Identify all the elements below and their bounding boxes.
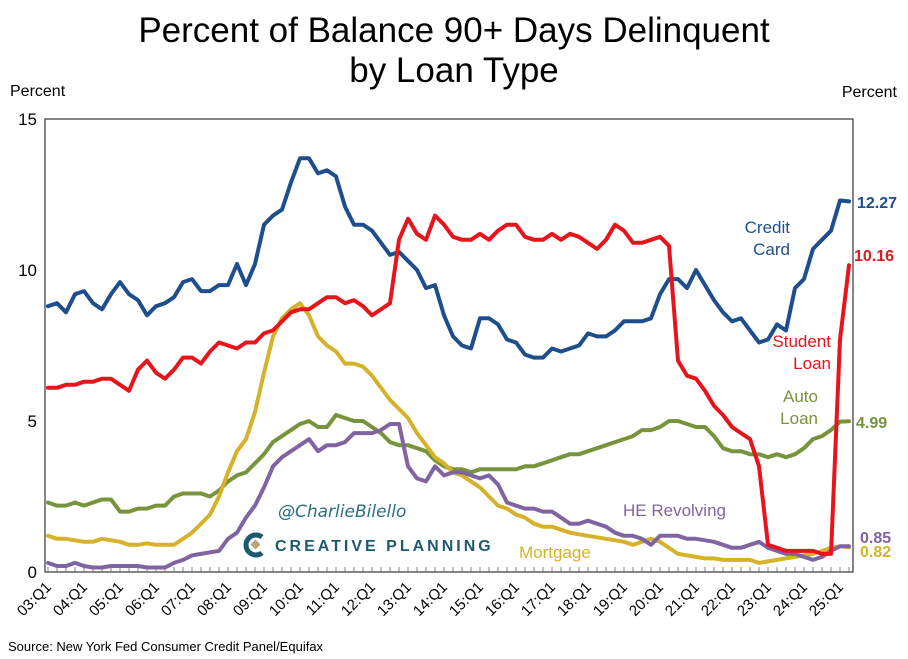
watermark-brand: CREATIVE PLANNING: [275, 538, 494, 555]
label-auto-loan-2: Loan: [780, 409, 818, 428]
x-tick-label: 23:Q1: [734, 579, 775, 620]
chart-title-line-1: Percent of Balance 90+ Days Delinquent: [138, 11, 770, 50]
series-line-auto-loan: [46, 413, 851, 514]
x-tick-label: 20:Q1: [626, 579, 667, 620]
x-tick-label: 04:Q1: [50, 579, 91, 620]
x-tick-label: 12:Q1: [338, 579, 379, 620]
x-tick-label: 21:Q1: [662, 579, 703, 620]
y-tick-label: 10: [18, 261, 37, 280]
plot-border: [44, 118, 854, 573]
label-student-loan-2: Loan: [793, 354, 831, 373]
label-auto-loan-1: Auto: [783, 387, 818, 406]
x-tick-label: 22:Q1: [698, 579, 739, 620]
plot-frame: [44, 118, 854, 573]
x-tick-label: 03:Q1: [14, 579, 55, 620]
x-tick-label: 18:Q1: [554, 579, 595, 620]
label-mortgage: Mortgage: [519, 543, 591, 562]
x-tick-label: 09:Q1: [230, 579, 271, 620]
x-tick-label: 19:Q1: [590, 579, 631, 620]
label-credit-card-1: Credit: [745, 218, 791, 237]
creative-planning-logo-icon: [243, 532, 264, 558]
x-tick-label: 15:Q1: [446, 579, 487, 620]
x-tick-label: 07:Q1: [158, 579, 199, 620]
series-line-student-loan: [46, 213, 851, 556]
y-axis-label-left: Percent: [10, 83, 66, 100]
x-tick-label: 16:Q1: [482, 579, 523, 620]
end-value-he-revolving: 0.85: [860, 530, 891, 547]
end-value-student-loan: 10.16: [854, 248, 894, 265]
x-tick-label: 14:Q1: [410, 579, 451, 620]
x-tick-label: 11:Q1: [303, 579, 343, 619]
x-tick-label: 08:Q1: [194, 579, 235, 620]
y-tick-label: 15: [18, 110, 37, 129]
label-he-revolving: HE Revolving: [623, 501, 726, 520]
chart-title-line-2: by Loan Type: [349, 51, 559, 90]
series-lines: [46, 156, 851, 570]
y-axis-ticks: 0 5 10 15: [18, 110, 37, 582]
y-axis-label-right: Percent: [842, 84, 898, 101]
series-line-he-revolving: [46, 422, 851, 570]
label-student-loan-1: Student: [772, 332, 831, 351]
end-value-mortgage: 0.82: [860, 544, 891, 561]
end-value-credit-card: 12.27: [857, 195, 897, 212]
y-tick-label: 5: [28, 412, 37, 431]
x-tick-label: 13:Q1: [374, 579, 415, 620]
x-tick-label: 25:Q1: [806, 579, 847, 620]
x-tick-label: 10:Q1: [266, 579, 307, 620]
end-value-auto-loan: 4.99: [856, 415, 887, 432]
series-line-credit-card: [46, 156, 851, 360]
series-line-mortgage: [46, 301, 851, 565]
watermark-handle: @CharlieBilello: [278, 502, 406, 522]
x-tick-label: 06:Q1: [122, 579, 163, 620]
x-tick-label: 05:Q1: [86, 579, 127, 620]
source-note: Source: New York Fed Consumer Credit Pan…: [8, 639, 324, 654]
x-tick-label: 17:Q1: [518, 579, 559, 620]
x-axis-ticks: 03:Q104:Q105:Q106:Q107:Q108:Q109:Q110:Q1…: [14, 567, 850, 620]
y-tick-label: 0: [28, 563, 37, 582]
label-credit-card-2: Card: [753, 240, 790, 259]
x-tick-label: 24:Q1: [770, 579, 811, 620]
